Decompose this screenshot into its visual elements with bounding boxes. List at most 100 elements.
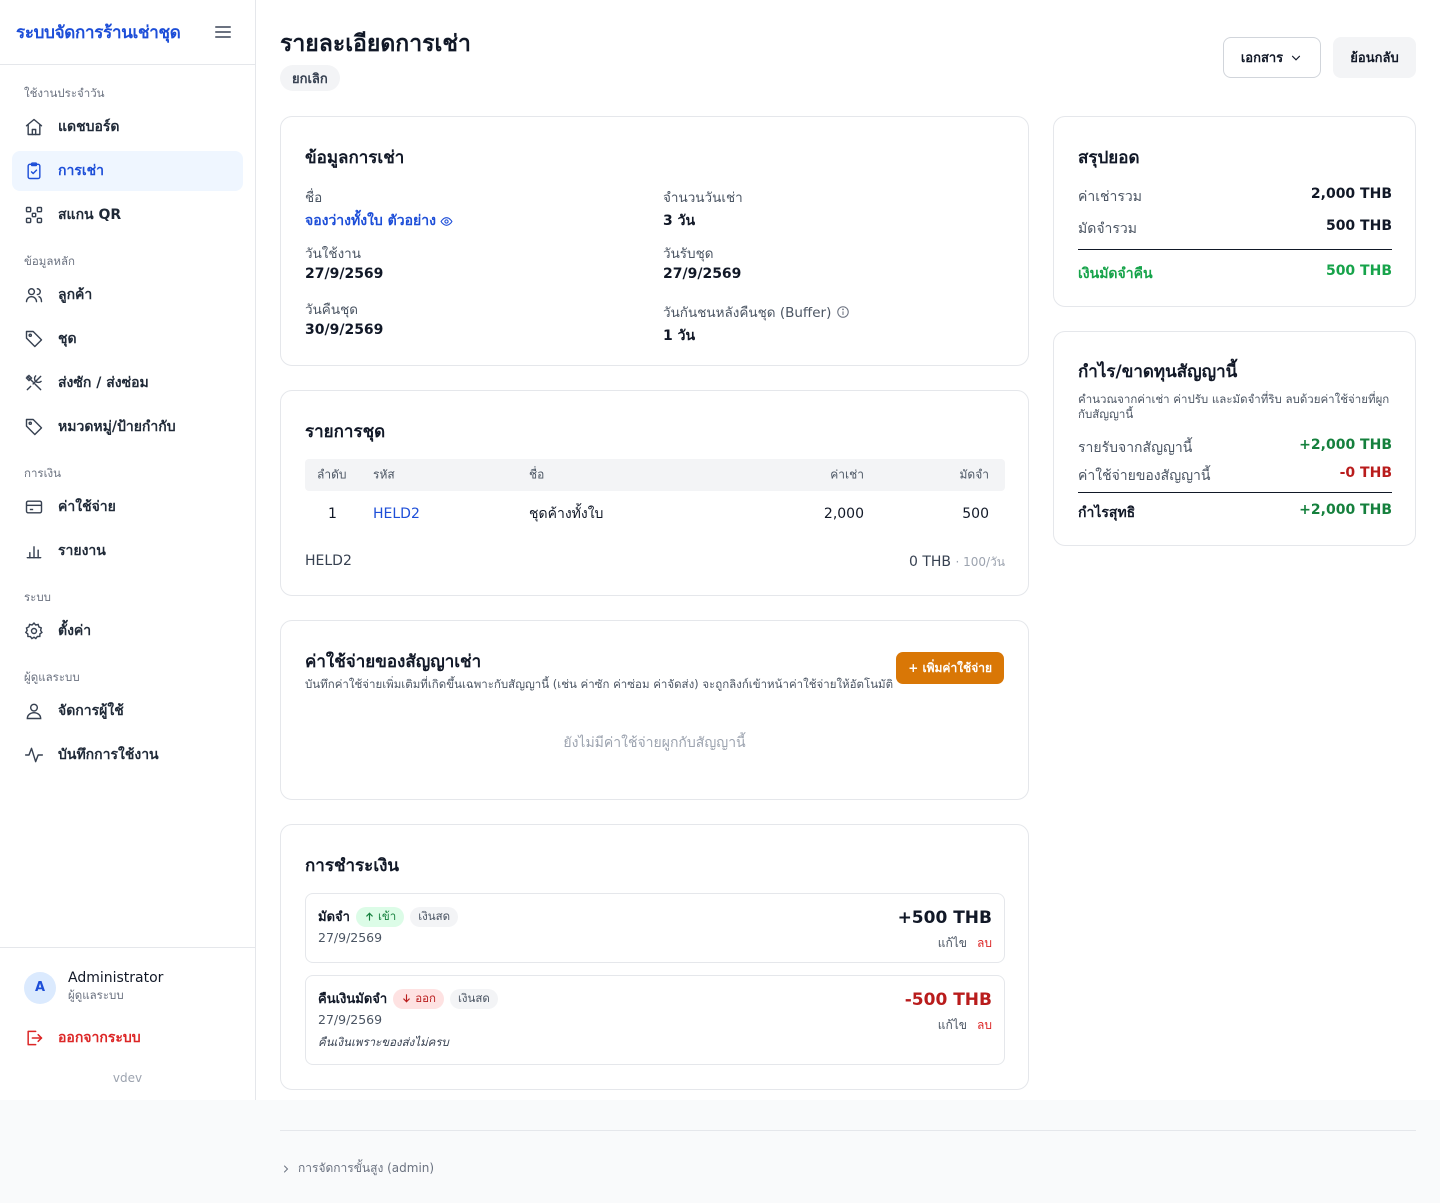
payment-actions: แก้ไข ลบ: [938, 934, 992, 953]
field-buffer: วันกันชนหลังคืนชุด (Buffer) 1 วัน: [663, 301, 850, 347]
payment-header: มัดจำ เข้า เงินสด: [318, 906, 459, 927]
cell-no: 1: [328, 505, 337, 522]
sidebar-item-categories[interactable]: หมวดหมู่/ป้ายกำกับ: [12, 407, 243, 447]
sidebar-item-scan-qr[interactable]: สแกน QR: [12, 195, 243, 235]
customer-name-link[interactable]: จองว่างทั้งใบ ตัวอย่าง: [305, 210, 453, 232]
field-value: 27/9/2569: [305, 266, 384, 282]
logout-icon: [27, 1030, 43, 1046]
brand-bar: ระบบจัดการร้านเช่าชุด: [0, 0, 255, 65]
payment-method-badge: เงินสด: [410, 906, 459, 927]
edit-payment-button[interactable]: แก้ไข: [937, 936, 968, 950]
sidebar-item-rentals[interactable]: การเช่า: [12, 151, 243, 191]
qr-icon: [25, 206, 43, 224]
profit-value: +2,000 THB: [1299, 437, 1392, 453]
profit-loss-card: กำไร/ขาดทุนสัญญานี้ คำนวณจากค่าเช่า ค่าป…: [1053, 331, 1416, 546]
footer-amount-group: 0 THB · 100/วัน: [909, 553, 1005, 572]
payment-item: มัดจำ เข้า เงินสด 27/9/2569 +500 THB แก้…: [305, 893, 1005, 963]
sidebar-item-reports[interactable]: รายงาน: [12, 531, 243, 571]
items-card: รายการชุด ลำดับ รหัส ชื่อ ค่าเช่า มัดจำ …: [280, 390, 1029, 596]
sidebar-item-manage-users[interactable]: จัดการผู้ใช้: [12, 691, 243, 731]
field-label: วันกันชนหลังคืนชุด (Buffer): [663, 305, 832, 321]
info-icon[interactable]: [836, 305, 850, 319]
tools-icon: [25, 374, 42, 391]
field-days: จำนวนวันเช่า 3 วัน: [663, 186, 743, 232]
delete-payment-button[interactable]: ลบ: [977, 1018, 992, 1032]
summary-value: 2,000 THB: [1310, 186, 1392, 202]
cell-name: ชุดค้างทั้งใบ: [529, 505, 604, 522]
summary-title: สรุปยอด: [1078, 148, 1140, 168]
hamburger-menu-icon[interactable]: [215, 26, 231, 38]
summary-label: มัดจำรวม: [1078, 221, 1137, 237]
sidebar-item-outfits[interactable]: ชุด: [12, 319, 243, 359]
direction-badge-out: ออก: [393, 988, 444, 1009]
summary-value: 500 THB: [1325, 218, 1392, 234]
logout-label: ออกจากระบบ: [58, 1030, 141, 1046]
cell-rent: 2,000: [823, 505, 864, 522]
rental-info-title: ข้อมูลการเช่า: [305, 148, 405, 168]
edit-payment-button[interactable]: แก้ไข: [937, 1018, 968, 1032]
eye-icon: [440, 216, 453, 226]
credit-card-icon: [25, 500, 43, 514]
column-header: ค่าเช่า: [830, 467, 864, 482]
footer-amount: 0 THB: [908, 554, 952, 570]
column-header: มัดจำ: [959, 467, 989, 482]
summary-deposit-refund: เงินมัดจำคืน 500 THB: [1078, 263, 1392, 285]
sidebar-item-expenses[interactable]: ค่าใช้จ่าย: [12, 487, 243, 527]
payment-date: 27/9/2569: [318, 930, 383, 945]
clipboard-icon: [27, 162, 41, 180]
user-name: Administrator: [68, 970, 164, 986]
payments-title: การชำระเงิน: [305, 856, 400, 876]
sidebar-item-settings[interactable]: ตั้งค่า: [12, 611, 243, 651]
back-button[interactable]: ย้อนกลับ: [1333, 37, 1416, 78]
chevron-right-icon: [284, 1165, 289, 1172]
app-version: vdev: [112, 1071, 143, 1085]
users-icon: [25, 288, 43, 303]
user-profile[interactable]: A Administrator ผู้ดูแลระบบ: [0, 948, 255, 1005]
profit-value: +2,000 THB: [1299, 502, 1392, 518]
sidebar-item-label: สแกน QR: [58, 207, 122, 223]
summary-value: 500 THB: [1325, 263, 1392, 279]
profit-title: กำไร/ขาดทุนสัญญานี้: [1078, 362, 1238, 382]
user-role: ผู้ดูแลระบบ: [68, 988, 124, 1002]
brand-title: ระบบจัดการร้านเช่าชุด: [16, 22, 181, 43]
field-value: 27/9/2569: [663, 266, 742, 282]
summary-total-rent: ค่าเช่ารวม 2,000 THB: [1078, 186, 1392, 208]
sidebar-item-label: บันทึกการใช้งาน: [58, 747, 159, 763]
sidebar-item-customers[interactable]: ลูกค้า: [12, 275, 243, 315]
summary-total-deposit: มัดจำรวม 500 THB: [1078, 218, 1392, 240]
sidebar-item-label: หมวดหมู่/ป้ายกำกับ: [58, 419, 176, 435]
activity-icon: [24, 747, 44, 763]
column-header: รหัส: [373, 467, 395, 482]
add-expense-button[interactable]: + เพิ่มค่าใช้จ่าย: [896, 652, 1004, 684]
main-content: รายละเอียดการเช่า ยกเลิก เอกสาร ย้อนกลับ…: [256, 0, 1440, 1100]
direction-badge-in: เข้า: [355, 906, 405, 927]
payment-actions: แก้ไข ลบ: [938, 1016, 992, 1035]
arrow-up-icon: [366, 912, 373, 921]
sidebar-item-activity-log[interactable]: บันทึกการใช้งาน: [12, 735, 243, 775]
payment-amount: -500 THB: [904, 990, 992, 1010]
tag-icon: [25, 418, 43, 436]
delete-payment-button[interactable]: ลบ: [977, 936, 992, 950]
profit-label: กำไรสุทธิ: [1078, 505, 1136, 521]
expenses-subtitle: บันทึกค่าใช้จ่ายเพิ่มเติมที่เกิดขึ้นเฉพา…: [305, 677, 894, 691]
rental-info-card: ข้อมูลการเช่า ชื่อ จองว่างทั้งใบ ตัวอย่า…: [280, 116, 1029, 366]
sidebar-item-label: ส่งซัก / ส่งซ่อม: [58, 375, 149, 391]
profit-label: ค่าใช้จ่ายของสัญญานี้: [1078, 468, 1211, 484]
profit-description: คำนวณจากค่าเช่า ค่าปรับ และมัดจำที่ริบ ล…: [1078, 392, 1390, 421]
nav-section-system: ระบบ: [24, 590, 51, 604]
direction-label: เข้า: [377, 908, 397, 923]
cell-code-link[interactable]: HELD2: [373, 505, 420, 522]
field-pickup-date: วันรับชุด 27/9/2569: [663, 242, 741, 282]
footer-code: HELD2: [305, 553, 352, 569]
advanced-admin-toggle[interactable]: การจัดการขั้นสูง (admin): [280, 1159, 434, 1178]
contract-expenses-card: ค่าใช้จ่ายของสัญญาเช่า บันทึกค่าใช้จ่ายเ…: [280, 620, 1029, 800]
column-header: ชื่อ: [529, 467, 545, 482]
sidebar-item-dashboard[interactable]: แดชบอร์ด: [12, 107, 243, 147]
expenses-empty-state: ยังไม่มีค่าใช้จ่ายผูกกับสัญญานี้: [563, 735, 746, 751]
documents-dropdown-button[interactable]: เอกสาร: [1223, 37, 1321, 78]
field-name: ชื่อ จองว่างทั้งใบ ตัวอย่าง: [305, 186, 453, 232]
advanced-section: การจัดการขั้นสูง (admin): [280, 1130, 1416, 1175]
sidebar-item-laundry-repair[interactable]: ส่งซัก / ส่งซ่อม: [12, 363, 243, 403]
table-row: 1 HELD2 ชุดค้างทั้งใบ 2,000 500: [305, 491, 1005, 536]
logout-button[interactable]: ออกจากระบบ: [0, 1027, 255, 1049]
